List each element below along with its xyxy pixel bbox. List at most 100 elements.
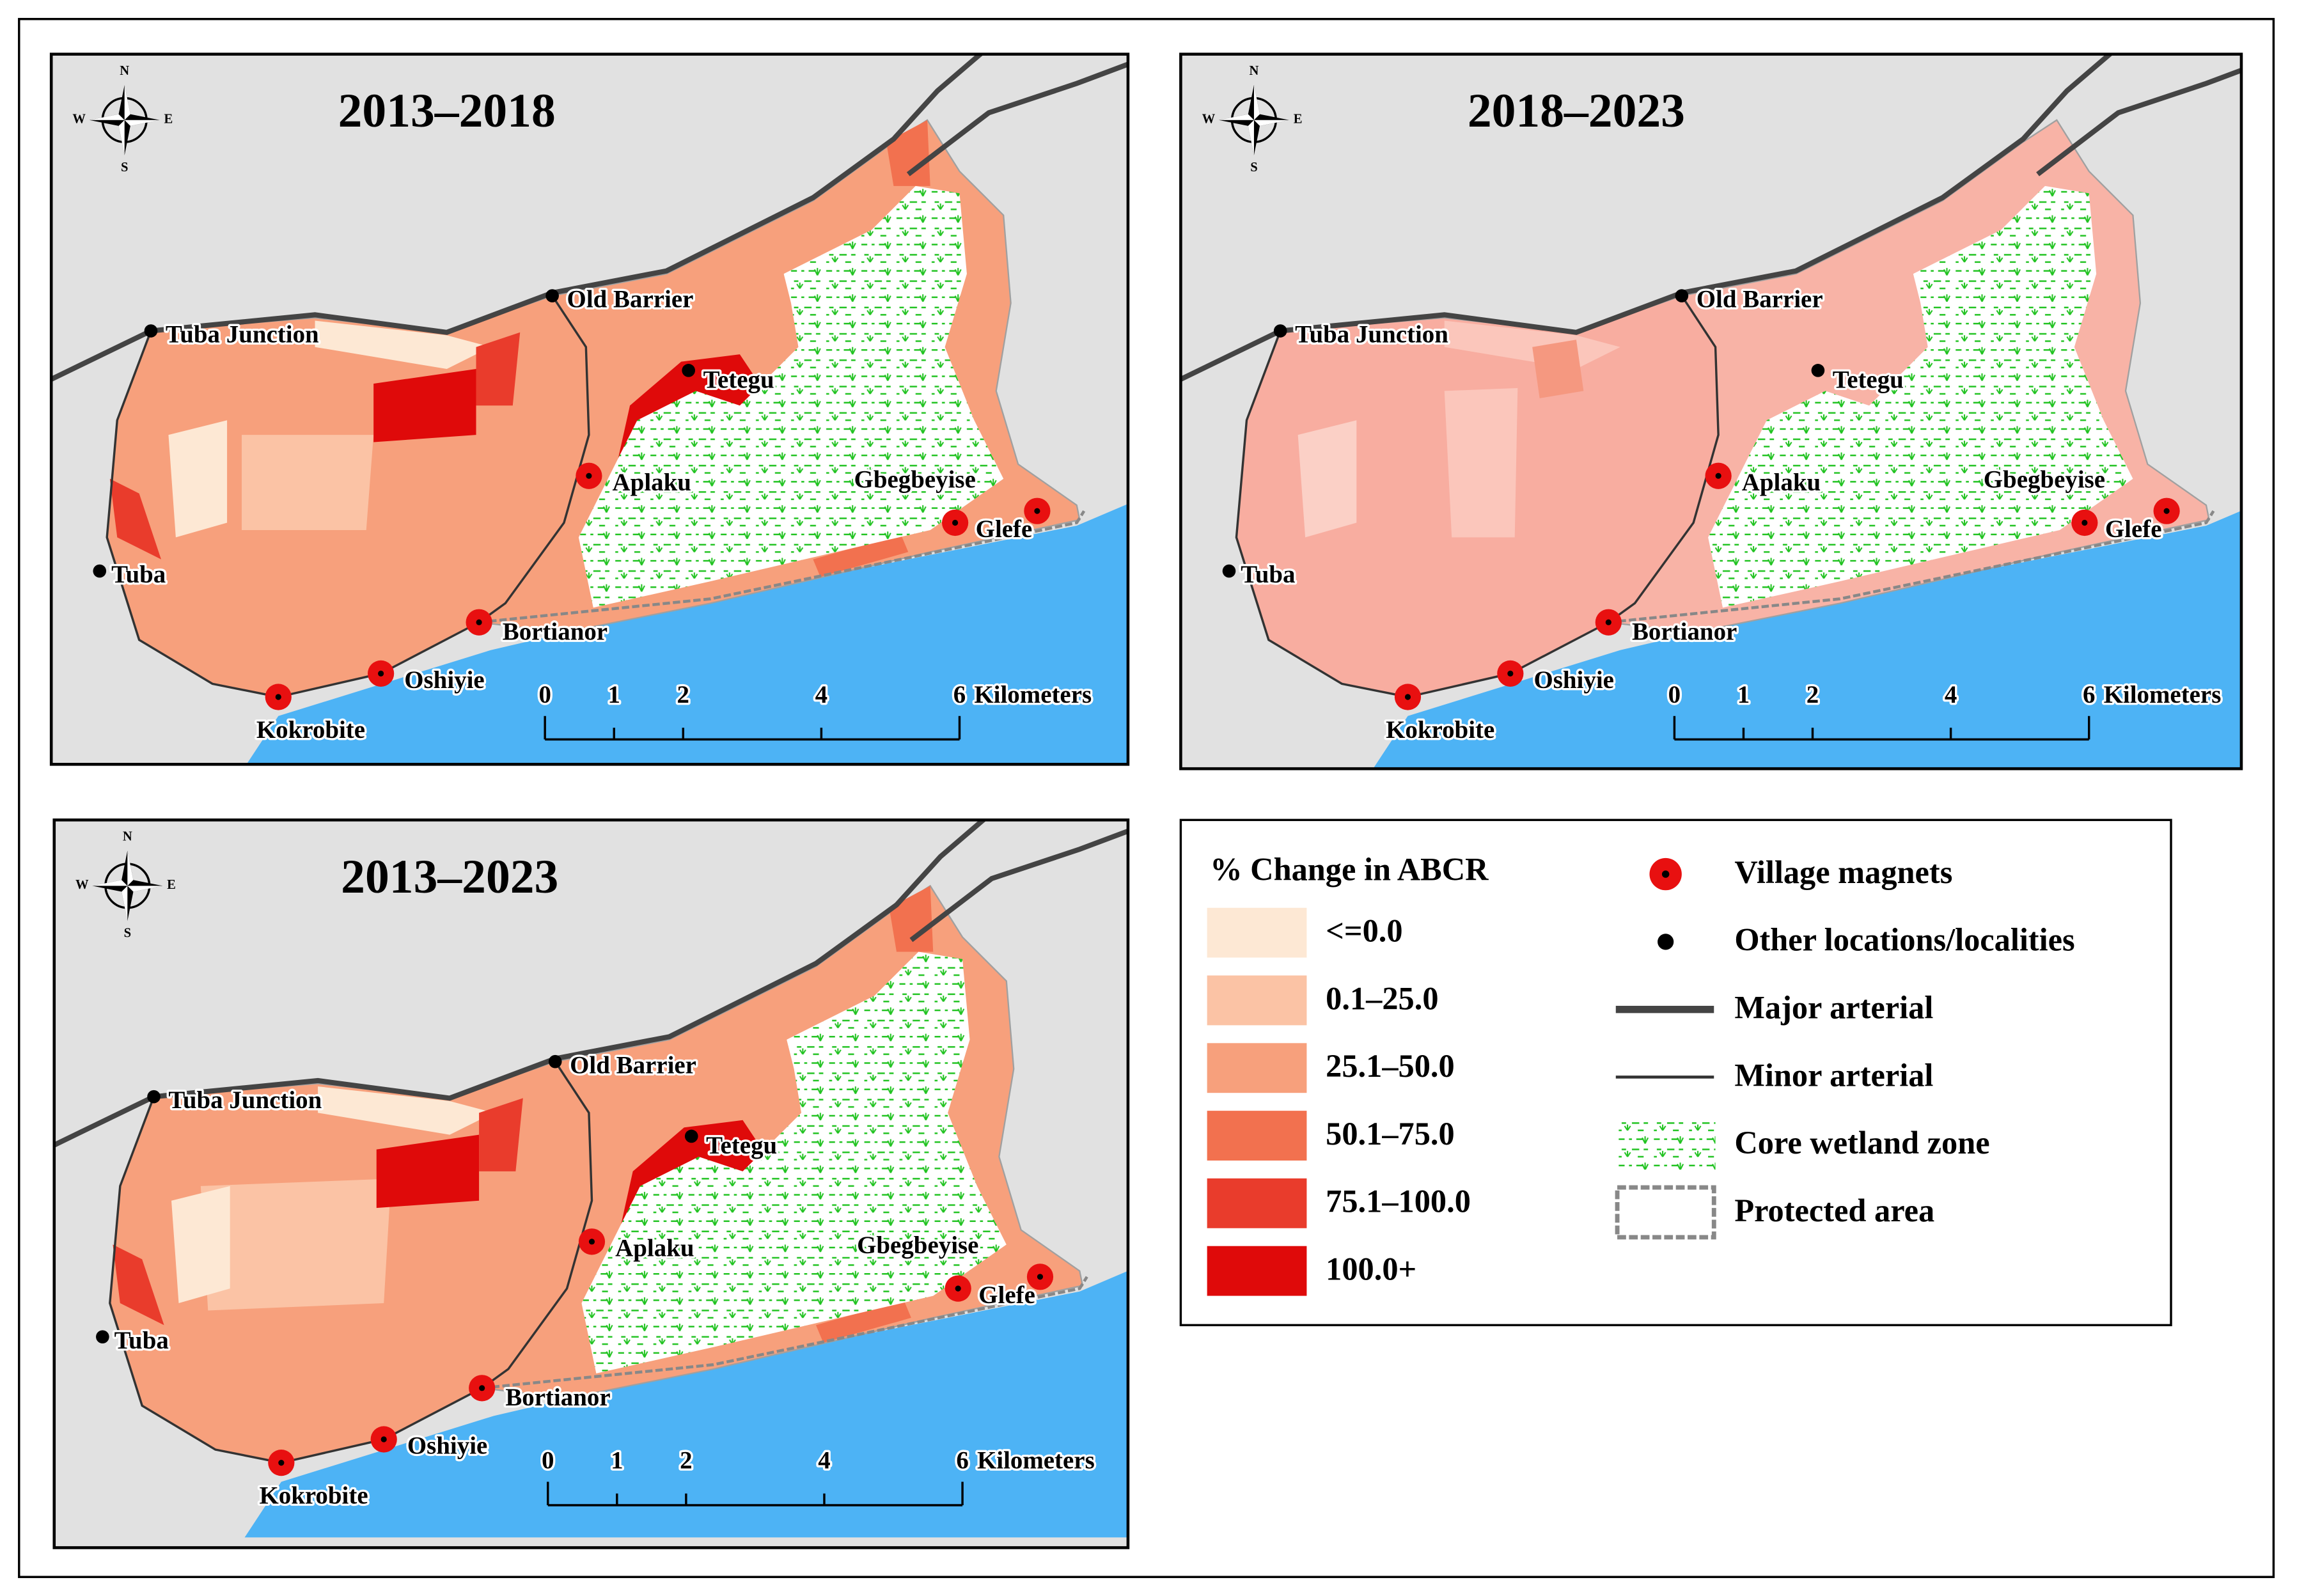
compass-letter: S bbox=[121, 160, 128, 175]
place-label: Tuba bbox=[1241, 561, 1295, 588]
zone-patch bbox=[315, 320, 491, 370]
legend-swatch bbox=[1207, 1043, 1307, 1093]
wetland bbox=[1708, 185, 2133, 608]
locality bbox=[1811, 364, 1825, 377]
place-label: Aplaku bbox=[615, 1235, 694, 1262]
legend-locality bbox=[1658, 934, 1674, 950]
locality bbox=[1675, 289, 1689, 302]
compass-letter: E bbox=[167, 878, 176, 892]
place-label: Tuba bbox=[111, 561, 166, 588]
major-road bbox=[51, 54, 985, 382]
place-label: Tetegu bbox=[1833, 366, 1904, 394]
place-label: Oshiyie bbox=[407, 1432, 487, 1460]
zone-patch bbox=[1444, 387, 1518, 538]
locality bbox=[1222, 564, 1236, 578]
place-label: Gbegbeyise bbox=[857, 1232, 978, 1259]
place-label: Tuba bbox=[114, 1327, 169, 1354]
protected-edge bbox=[1608, 510, 2215, 624]
village-dot bbox=[1037, 1274, 1044, 1280]
place-label: Tuba Junction bbox=[1295, 321, 1448, 348]
map-panel: Tuba Junction Old Barrier Tetegu Aplaku Gbeg… bbox=[1179, 52, 2243, 771]
village-dot bbox=[275, 694, 281, 700]
scale-label: 6 bbox=[956, 1447, 968, 1475]
place-label: Tuba Junction bbox=[168, 1086, 322, 1114]
zone-patch bbox=[479, 1098, 523, 1171]
place-label: Kokrobite bbox=[259, 1482, 368, 1510]
wetland bbox=[578, 185, 1004, 608]
major-road bbox=[906, 61, 1128, 176]
scale-label: 6 bbox=[953, 681, 966, 708]
map-content: Tuba Junction Old Barrier Tetegu Aplaku Gbeg… bbox=[1180, 54, 2241, 769]
map-panel: Tuba Junction Old Barrier Tetegu Aplaku Gbeg… bbox=[49, 52, 1130, 766]
map-panel: Tuba Junction Old Barrier Tetegu Aplaku Gbeg… bbox=[52, 818, 1130, 1549]
locality bbox=[147, 1090, 161, 1104]
zone-patch bbox=[815, 1300, 911, 1343]
scale-unit: Kilometers bbox=[974, 681, 1092, 708]
scale-label: 1 bbox=[1737, 681, 1750, 708]
place-label: Oshiyie bbox=[404, 666, 484, 694]
scale-label: 4 bbox=[1945, 681, 1957, 708]
compass-letter: W bbox=[1202, 113, 1216, 127]
place-label: Aplaku bbox=[613, 469, 691, 496]
zone-patch bbox=[241, 435, 374, 530]
zone-patch bbox=[168, 420, 228, 538]
locality bbox=[96, 1330, 109, 1343]
village-dot bbox=[955, 1285, 961, 1292]
village-dot bbox=[1715, 473, 1721, 479]
legend-box bbox=[1179, 818, 2172, 1327]
place-label: Kokrobite bbox=[1386, 716, 1494, 744]
village-dot bbox=[586, 473, 592, 479]
major-road bbox=[2036, 67, 2241, 176]
zone-patch bbox=[318, 1086, 494, 1135]
village-dot bbox=[1605, 619, 1611, 625]
legend-label: <=0.0 bbox=[1326, 913, 1402, 949]
legend-swatch bbox=[1207, 1178, 1307, 1228]
village-dot bbox=[588, 1239, 595, 1245]
legend-label: Major arterial bbox=[1734, 990, 1933, 1026]
village-dot bbox=[1404, 694, 1411, 700]
place-label: Bortianor bbox=[503, 618, 608, 645]
zone-patch bbox=[1297, 420, 1357, 538]
map-title: 2013–2018 bbox=[338, 84, 556, 137]
legend-label: 75.1–100.0 bbox=[1326, 1184, 1471, 1219]
compass-letter: S bbox=[124, 927, 131, 941]
map-frame bbox=[49, 52, 1130, 766]
place-label: Gbegbeyise bbox=[854, 465, 976, 493]
map-title: 2018–2023 bbox=[1468, 84, 1685, 137]
map-frame bbox=[52, 818, 1130, 1549]
place-label: Glefe bbox=[976, 515, 1033, 543]
place-label: Old Barrier bbox=[1697, 286, 1823, 313]
compass-letter: W bbox=[75, 878, 89, 892]
legend-village-dot bbox=[1661, 870, 1670, 878]
scale-label: 2 bbox=[680, 1447, 692, 1475]
place-label: Glefe bbox=[2105, 515, 2162, 543]
scale-label: 1 bbox=[611, 1447, 623, 1475]
zone-patch bbox=[476, 332, 521, 406]
scale-label: 4 bbox=[818, 1447, 830, 1475]
major-road bbox=[54, 820, 987, 1148]
sea bbox=[246, 504, 1128, 765]
village-dot bbox=[479, 1385, 485, 1391]
place-label: Glefe bbox=[978, 1281, 1035, 1309]
place-label: Tetegu bbox=[706, 1132, 777, 1159]
legend-label: Core wetland zone bbox=[1734, 1125, 1989, 1161]
locality bbox=[545, 289, 559, 302]
place-label: Old Barrier bbox=[570, 1051, 696, 1079]
scale-label: 0 bbox=[1668, 681, 1681, 708]
compass-letter: N bbox=[1249, 64, 1258, 78]
village-dot bbox=[278, 1460, 285, 1466]
zone-patch bbox=[109, 478, 161, 559]
place-label: Bortianor bbox=[1632, 618, 1737, 645]
locality bbox=[93, 564, 107, 578]
scale-label: 2 bbox=[1807, 681, 1819, 708]
locality bbox=[144, 324, 158, 338]
place-label: Tetegu bbox=[703, 366, 774, 394]
village-dot bbox=[2163, 508, 2170, 514]
place-label: Old Barrier bbox=[567, 286, 694, 313]
legend-swatch bbox=[1207, 907, 1307, 958]
zone-patch bbox=[813, 534, 909, 577]
sea bbox=[1373, 510, 2241, 769]
place-label: Gbegbeyise bbox=[1984, 465, 2105, 493]
legend: % Change in ABCR <=0.0 0.1–25.0 25.1–50.0 50… bbox=[1179, 818, 2172, 1327]
